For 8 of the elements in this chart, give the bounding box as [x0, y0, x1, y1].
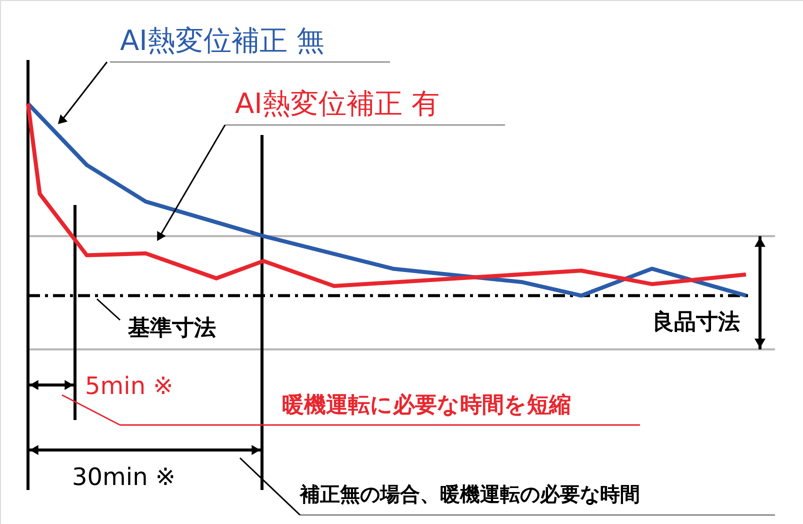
text: 補正無の場合、暖機運転の必要な時間 — [299, 482, 640, 506]
text: AI熱変位補正 有 — [235, 87, 440, 120]
text: 30min ※ — [72, 463, 176, 491]
text: 暖機運転に必要な時間を短縮 — [282, 393, 571, 418]
text: AI熱変位補正 無 — [120, 24, 324, 57]
legend-label: 基準寸法 — [127, 316, 216, 341]
text: 5min ※ — [85, 372, 174, 400]
text: 良品寸法 — [652, 309, 740, 335]
